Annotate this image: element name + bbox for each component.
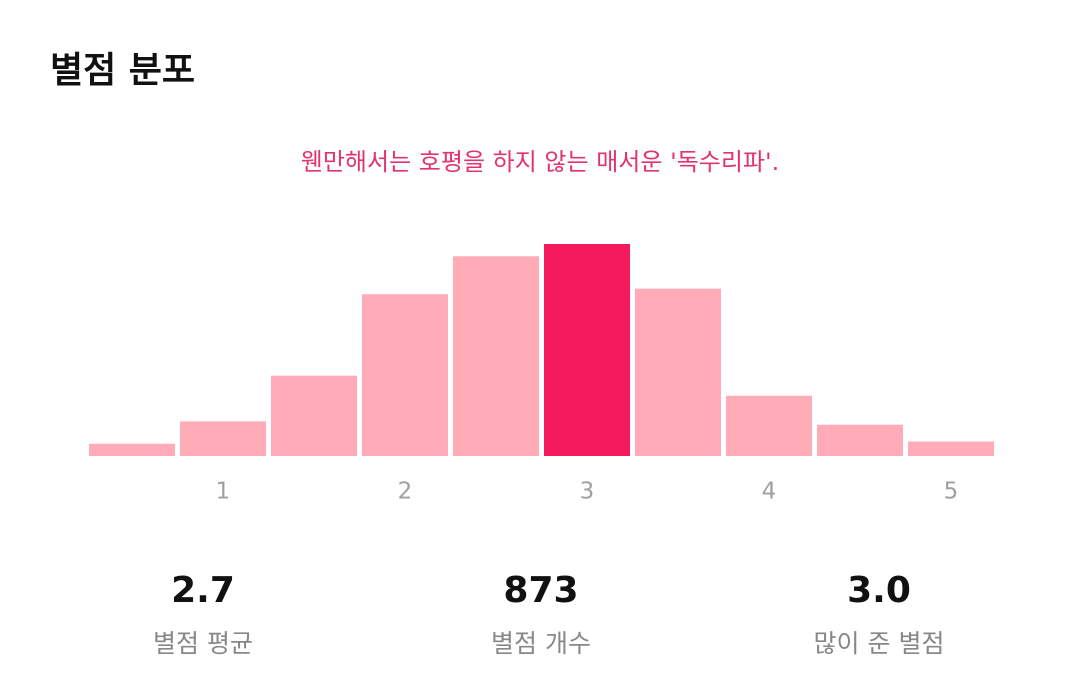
bar: [726, 395, 812, 456]
x-tick-label: 2: [398, 479, 413, 505]
bar: [635, 288, 721, 456]
panel-title: 별점 분포: [50, 50, 195, 91]
x-tick-label: 4: [762, 479, 777, 505]
bar: [180, 421, 266, 456]
stat-label: 별점 평균: [153, 629, 253, 658]
bar: [453, 256, 539, 456]
bar: [544, 244, 630, 456]
stat-value: 873: [503, 570, 578, 611]
stat-value: 2.7: [171, 570, 235, 611]
x-tick-label: 1: [216, 479, 231, 505]
bar: [271, 375, 357, 456]
bar: [908, 441, 994, 456]
x-tick-label: 5: [944, 479, 959, 505]
stat-label: 많이 준 별점: [814, 629, 945, 658]
stat-value: 3.0: [847, 570, 911, 611]
subtitle: 웬만해서는 호평을 하지 않는 매서운 '독수리파'.: [301, 148, 780, 176]
bar: [817, 424, 903, 456]
bar: [362, 294, 448, 456]
x-tick-label: 3: [580, 479, 595, 505]
stat-label: 별점 개수: [491, 629, 591, 658]
bar: [89, 443, 175, 456]
